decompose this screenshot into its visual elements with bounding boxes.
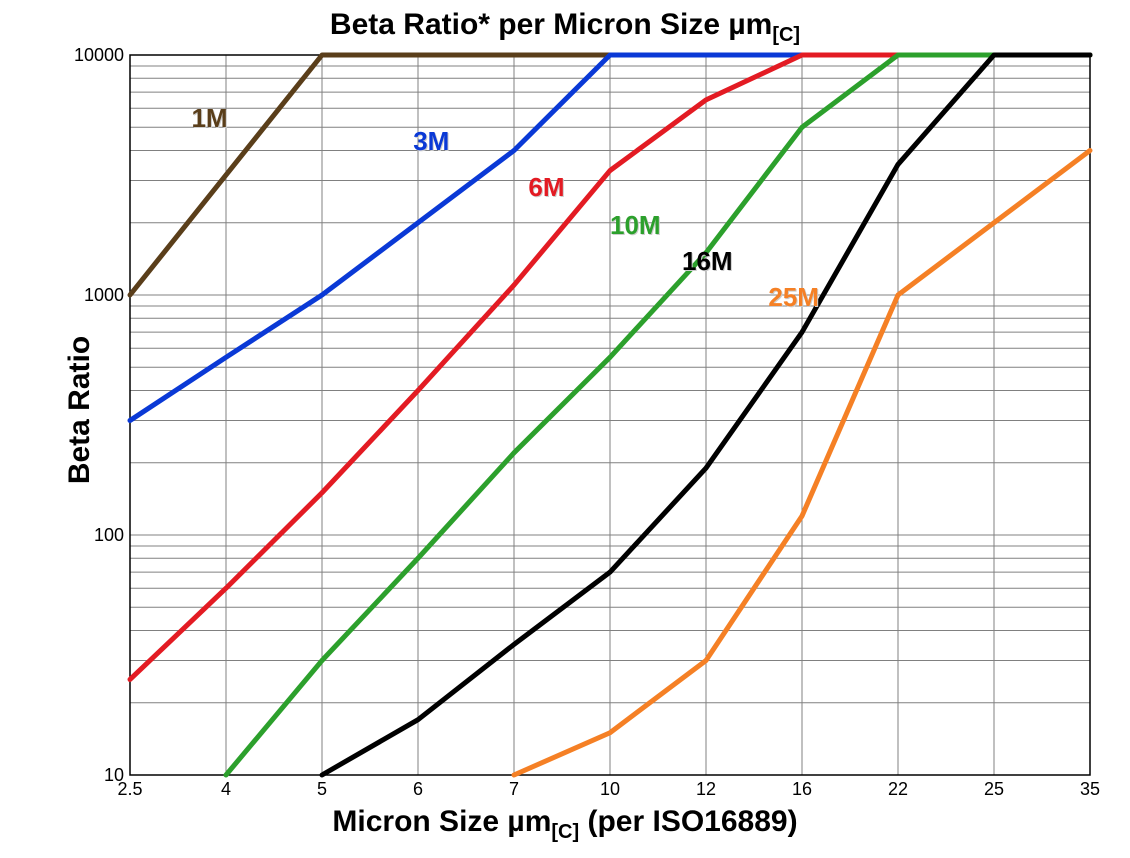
x-tick-label: 16 — [792, 779, 812, 800]
plot-svg — [130, 55, 1090, 775]
series-label-16M: 16M — [682, 246, 733, 277]
y-tick-label: 1000 — [84, 285, 124, 306]
x-tick-label: 4 — [221, 779, 231, 800]
x-tick-label: 7 — [509, 779, 519, 800]
y-axis-label: Beta Ratio — [63, 336, 97, 484]
y-tick-label: 10000 — [74, 45, 124, 66]
series-label-6M: 6M — [528, 172, 564, 203]
x-tick-label: 12 — [696, 779, 716, 800]
series-label-10M: 10M — [610, 210, 661, 241]
y-tick-label: 100 — [94, 525, 124, 546]
chart-title: Beta Ratio* per Micron Size µm[C] — [0, 8, 1130, 47]
x-tick-label: 35 — [1080, 779, 1100, 800]
series-label-3M: 3M — [413, 126, 449, 157]
x-tick-label: 2.5 — [117, 779, 142, 800]
plot-area — [130, 55, 1090, 775]
x-tick-label: 25 — [984, 779, 1004, 800]
x-tick-label: 5 — [317, 779, 327, 800]
x-tick-label: 10 — [600, 779, 620, 800]
series-label-25M: 25M — [768, 282, 819, 313]
series-label-1M: 1M — [191, 103, 227, 134]
chart-container: Beta Ratio* per Micron Size µm[C] Beta R… — [0, 0, 1130, 858]
x-tick-label: 22 — [888, 779, 908, 800]
x-axis-label: Micron Size µm[C] (per ISO16889) — [0, 805, 1130, 844]
x-tick-label: 6 — [413, 779, 423, 800]
